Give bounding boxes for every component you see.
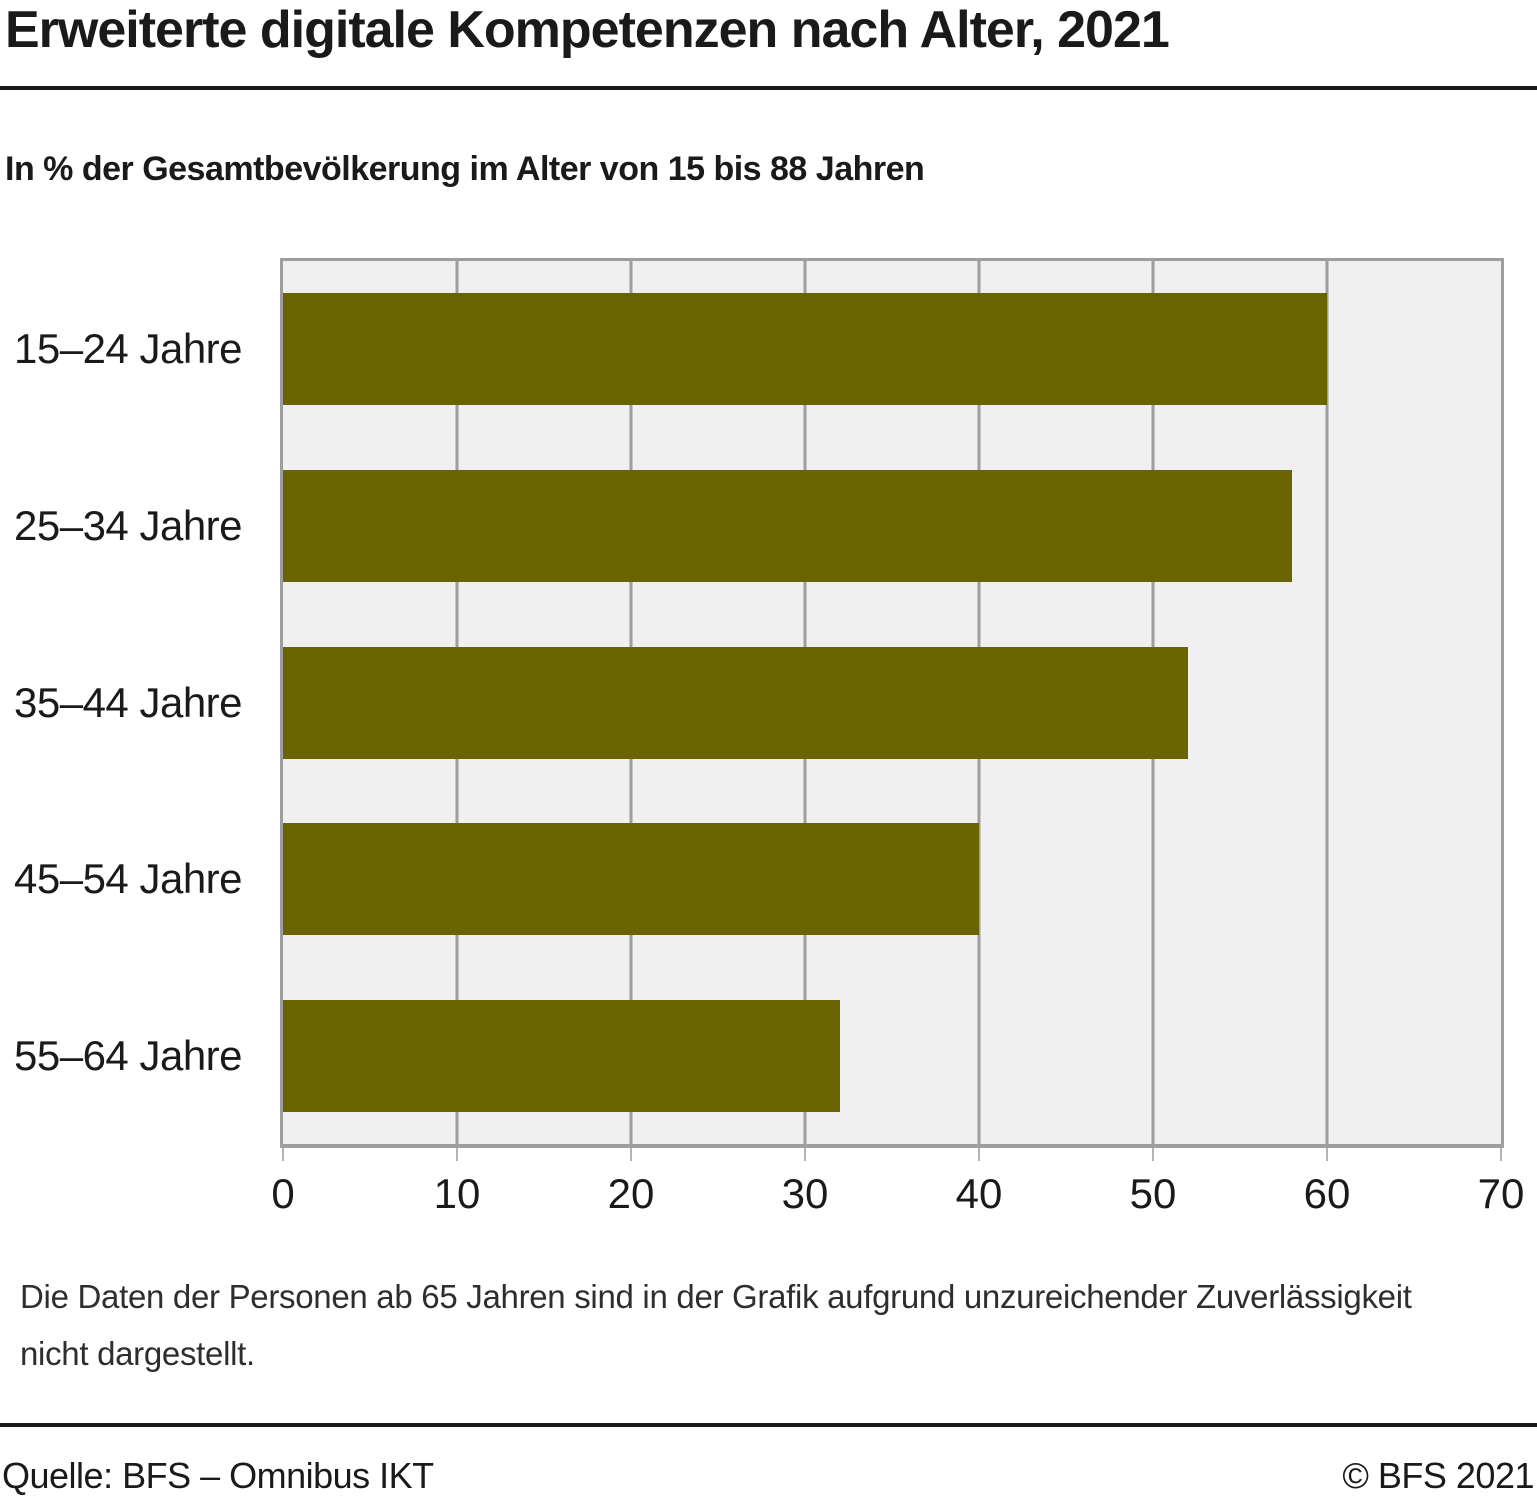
axis-tick	[456, 1148, 458, 1161]
bar-chart: 15–24 Jahre 25–34 Jahre 35–44 Jahre 45–54 J…	[0, 258, 1524, 1230]
bar-55–64 Jahre	[283, 1000, 840, 1112]
category-label: 35–44 Jahre	[14, 679, 243, 726]
axis-tick	[1500, 1148, 1502, 1161]
x-axis-ticks	[282, 1148, 1502, 1162]
x-axis-tick-labels: 0 10 20 30 40 50 60 70	[271, 1170, 1524, 1230]
copyright-text: © BFS 2021	[1342, 1455, 1534, 1496]
bar-25–34 Jahre	[283, 470, 1293, 582]
footnote-line-1: Die Daten der Personen ab 65 Jahren sind…	[20, 1278, 1412, 1315]
category-label: 45–54 Jahre	[14, 855, 243, 902]
category-label: 55–64 Jahre	[14, 1032, 243, 1079]
source-text: Quelle: BFS – Omnibus IKT	[2, 1455, 434, 1496]
footnote: Die Daten der Personen ab 65 Jahren sind…	[20, 1268, 1412, 1382]
x-tick-label: 40	[955, 1170, 1003, 1217]
gridline-60	[1325, 261, 1329, 1144]
axis-tick	[978, 1148, 980, 1161]
category-label: 15–24 Jahre	[14, 325, 243, 372]
page-title: Erweiterte digitale Kompetenzen nach Alt…	[5, 1, 1170, 59]
axis-tick	[282, 1148, 284, 1161]
category-label: 25–34 Jahre	[14, 502, 243, 549]
x-axis-line	[280, 1144, 1504, 1148]
axis-tick	[1326, 1148, 1328, 1161]
plot-area	[280, 258, 1504, 1144]
footer: Quelle: BFS – Omnibus IKT © BFS 2021	[0, 1455, 1537, 1498]
axis-tick	[1152, 1148, 1154, 1161]
x-tick-label: 30	[781, 1170, 829, 1217]
y-axis-labels: 15–24 Jahre 25–34 Jahre 35–44 Jahre 45–54 J…	[0, 261, 280, 1144]
x-tick-label: 0	[271, 1170, 295, 1217]
chart-subtitle: In % der Gesamtbevölkerung im Alter von …	[5, 150, 925, 188]
bar-35–44 Jahre	[283, 647, 1188, 759]
title-divider	[0, 86, 1537, 90]
footer-divider	[0, 1423, 1537, 1427]
x-tick-label: 60	[1303, 1170, 1351, 1217]
axis-tick	[630, 1148, 632, 1161]
x-tick-label: 70	[1477, 1170, 1525, 1217]
x-tick-label: 20	[607, 1170, 655, 1217]
x-tick-label: 50	[1129, 1170, 1177, 1217]
footnote-line-2: nicht dargestellt.	[20, 1335, 255, 1372]
axis-tick	[804, 1148, 806, 1161]
bar-15–24 Jahre	[283, 293, 1327, 405]
x-tick-label: 10	[433, 1170, 481, 1217]
bar-45–54 Jahre	[283, 823, 979, 935]
